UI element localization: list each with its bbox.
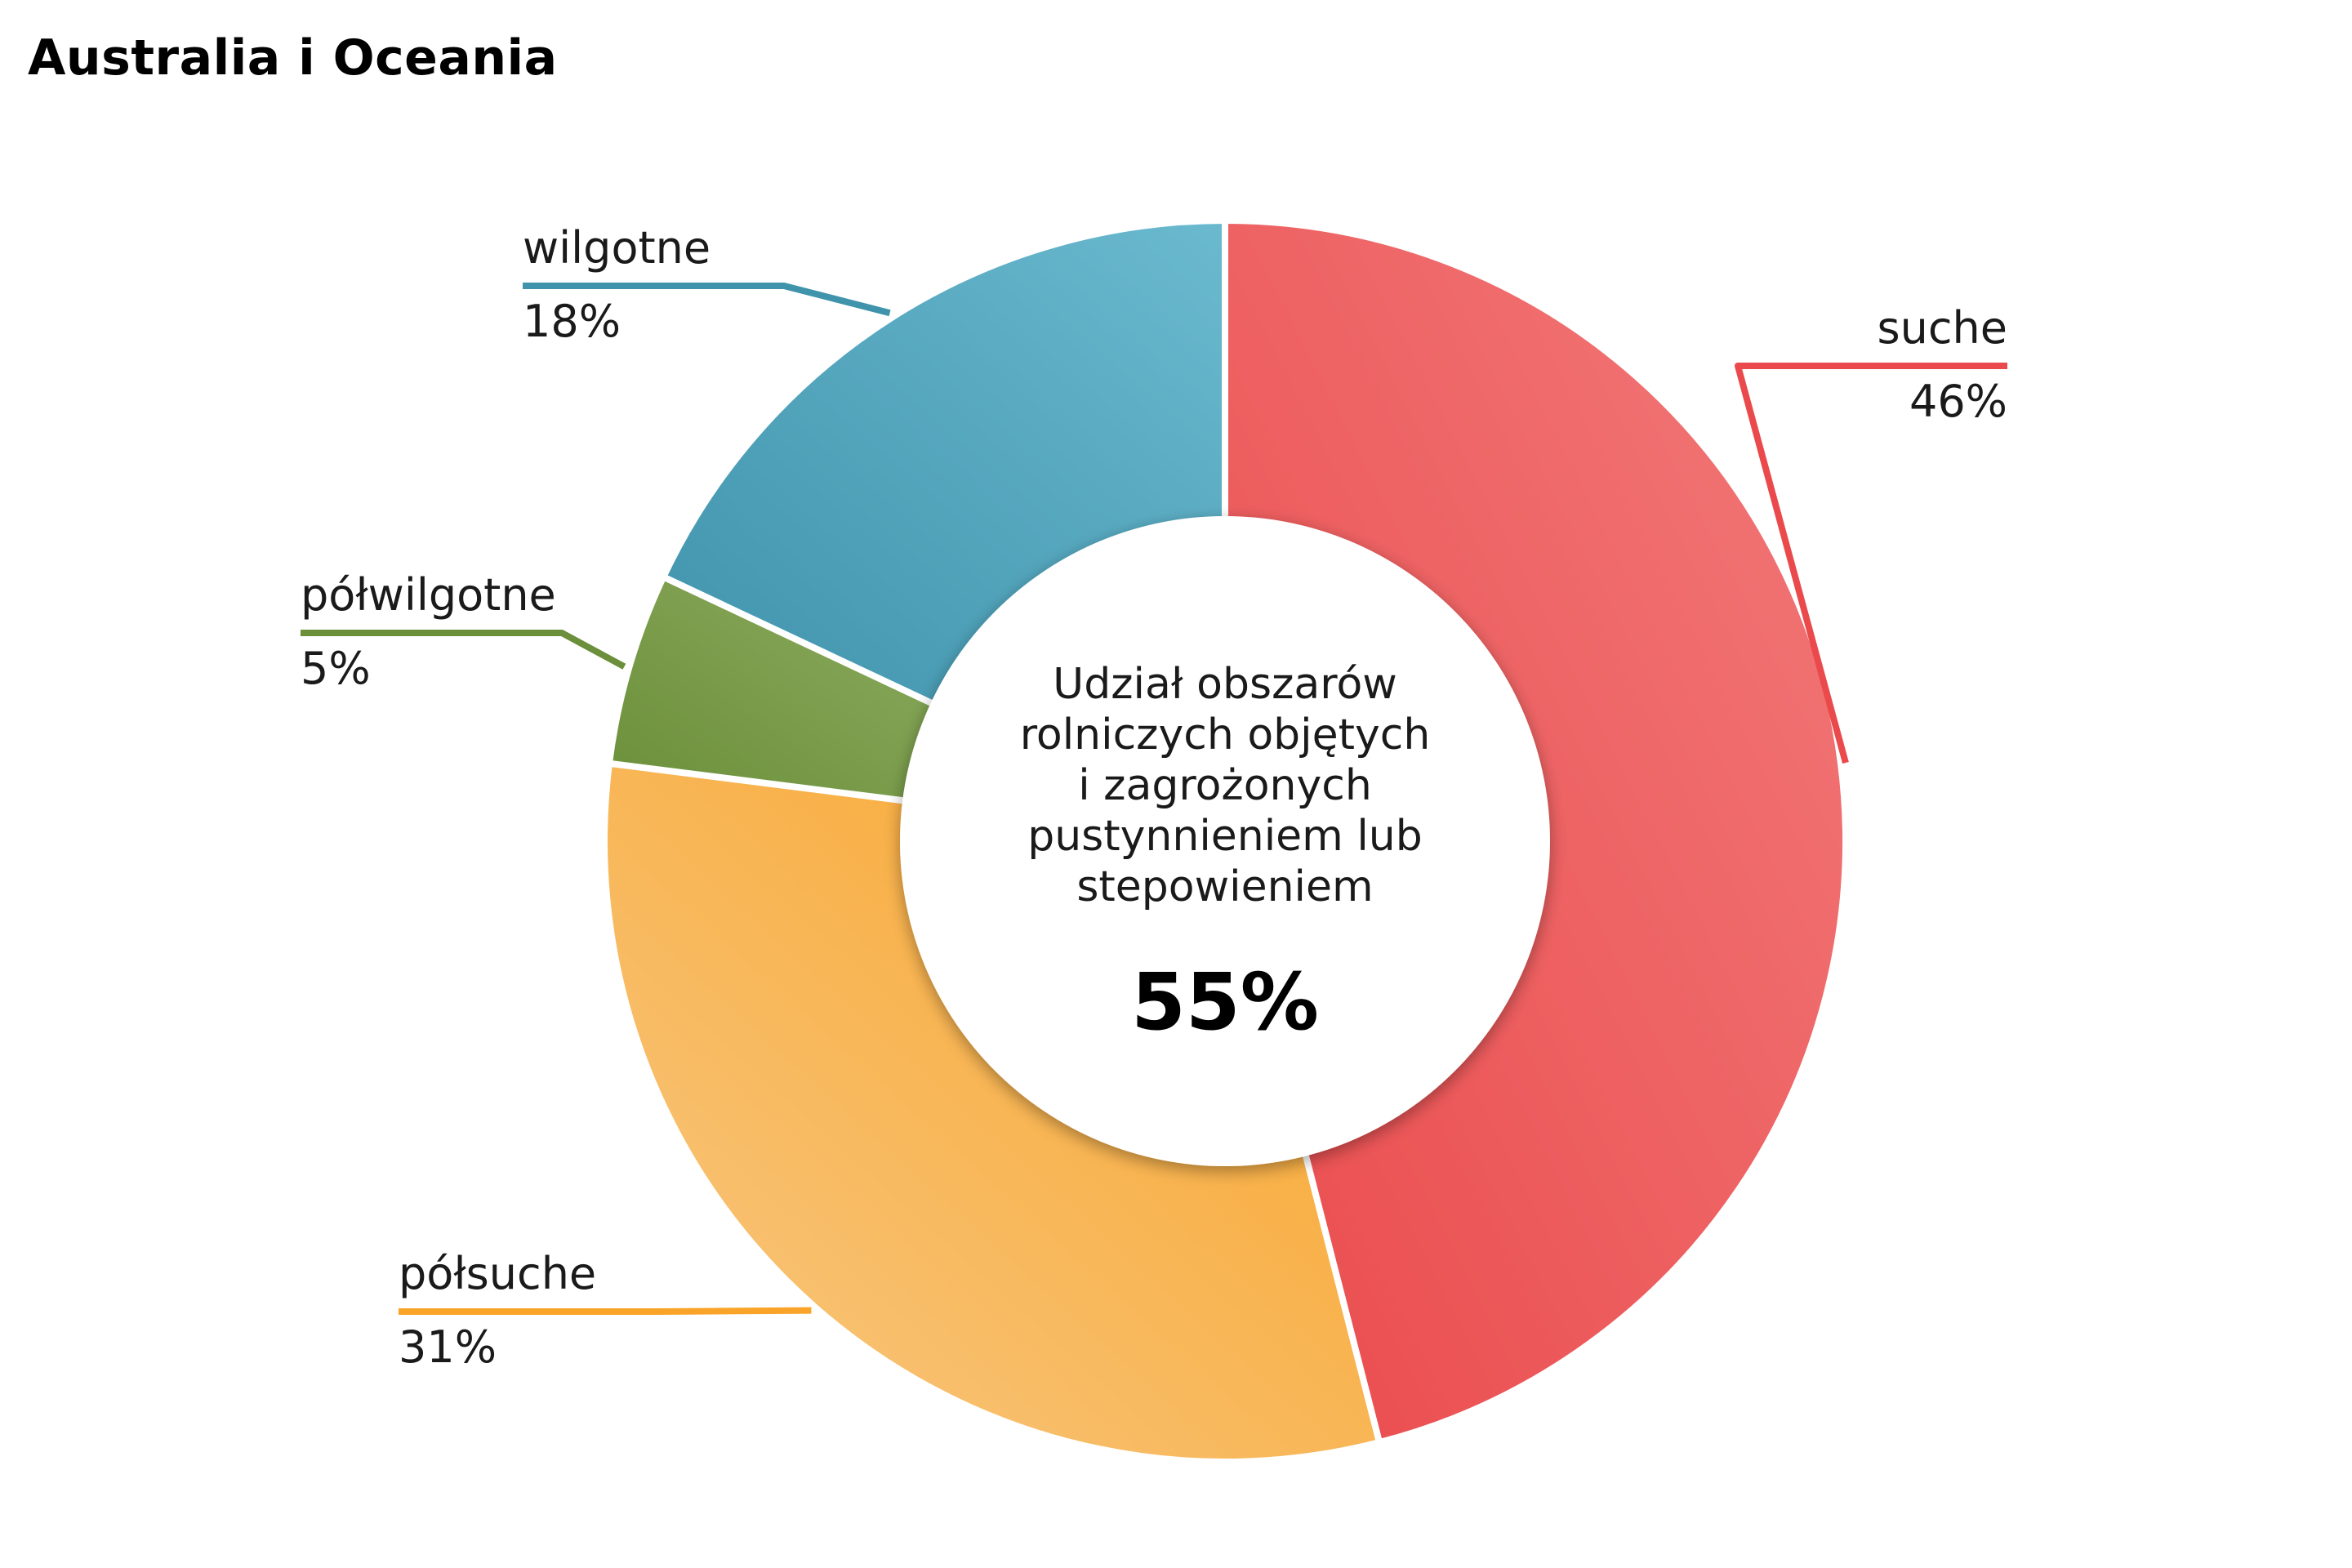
- category-label-wilgotne: wilgotne: [523, 222, 710, 274]
- value-label-polwilgotne: 5%: [301, 643, 371, 694]
- category-label-polwilgotne: półwilgotne: [301, 569, 556, 621]
- center-text-line: stepowieniem: [1076, 862, 1373, 911]
- leader-polsuche: [399, 1307, 812, 1315]
- leader-suche: [1735, 363, 2007, 764]
- leader-lines: [301, 283, 2007, 1315]
- value-label-polsuche: 31%: [399, 1321, 497, 1373]
- chart-title: Australia i Oceania: [28, 29, 558, 87]
- category-label-polsuche: półsuche: [399, 1248, 596, 1299]
- center-text-line: Udział obszarów: [1053, 660, 1397, 709]
- donut-hole: [900, 516, 1550, 1166]
- slice-labels: suche 46% półsuche 31% półwilgotne 5% wilgotne…: [301, 222, 2007, 1373]
- center-text-line: i zagrożonych: [1078, 761, 1372, 810]
- center-text-line: pustynnieniem lub: [1027, 812, 1423, 861]
- value-label-suche: 46%: [1909, 376, 2007, 427]
- category-label-suche: suche: [1878, 302, 2008, 354]
- value-label-wilgotne: 18%: [523, 296, 621, 347]
- center-value: 55%: [1131, 956, 1319, 1048]
- leader-wilgotne: [523, 283, 891, 317]
- center-text-line: rolniczych objętych: [1020, 710, 1431, 760]
- leader-polwilgotne: [301, 630, 626, 670]
